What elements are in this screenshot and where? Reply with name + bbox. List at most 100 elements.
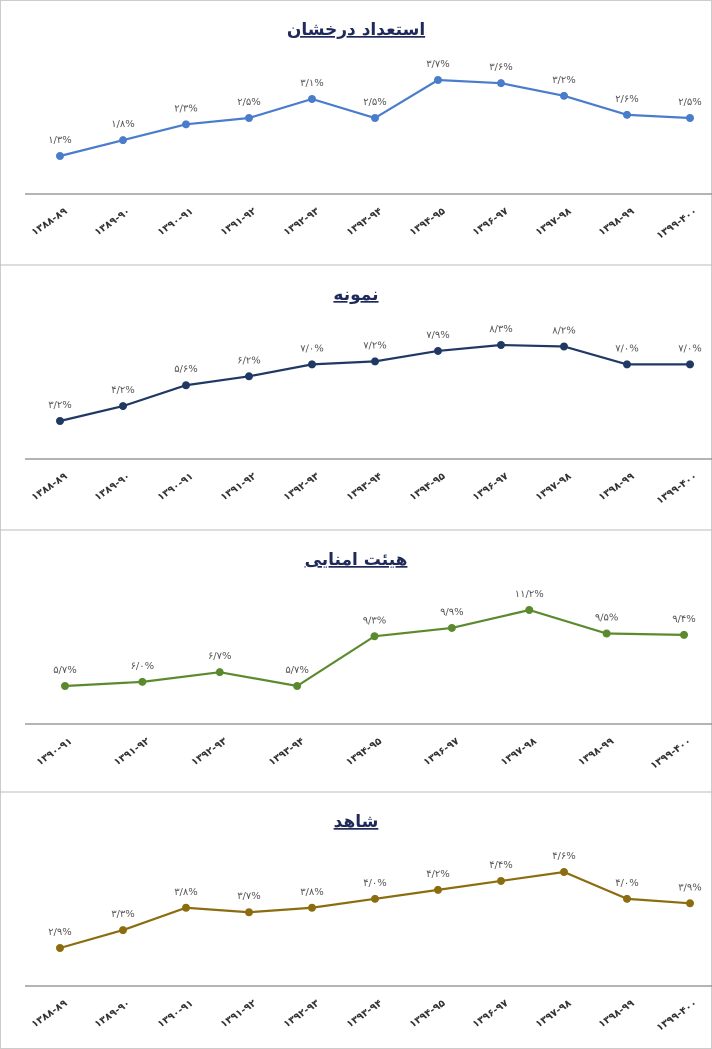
data-label: ۲/۵% (363, 97, 387, 108)
x-tick-label: ۱۳۸۸-۸۹ (30, 471, 70, 503)
x-tick-label: ۱۳۹۸-۹۹ (597, 206, 637, 238)
x-tick-label: ۱۳۹۰-۹۱ (156, 206, 196, 238)
data-label: ۱۱/۲% (515, 589, 544, 600)
point (308, 95, 316, 103)
point (623, 110, 631, 119)
data-label: ۲/۳% (174, 103, 198, 114)
data-label: ۹/۵% (595, 612, 619, 623)
data-label: ۳/۲% (48, 400, 72, 411)
x-tick-label: ۱۳۹۳-۹۴ (267, 736, 307, 768)
x-tick-label: ۱۳۹۱-۹۲ (219, 471, 259, 503)
chart-title: نمونه (333, 285, 378, 305)
data-label: ۴/۲% (426, 869, 450, 880)
point (434, 346, 442, 355)
point (138, 677, 147, 686)
point (371, 357, 379, 366)
data-label: ۷/۹% (426, 330, 450, 341)
data-label: ۷/۰% (678, 343, 702, 354)
point (602, 629, 611, 638)
point (497, 341, 505, 349)
x-tick-label: ۱۳۹۲-۹۳ (282, 206, 322, 238)
data-label: ۲/۹% (48, 927, 72, 938)
data-label: ۸/۲% (552, 325, 576, 336)
data-label: ۶/۲% (237, 355, 261, 366)
data-label: ۲/۵% (237, 97, 261, 108)
point (560, 342, 568, 351)
x-tick-label: ۱۳۹۷-۹۸ (499, 736, 539, 768)
point (215, 668, 224, 677)
x-tick-label: ۱۳۹۳-۹۴ (345, 471, 385, 503)
data-label: ۴/۴% (489, 860, 513, 871)
chart-title: هیئت امنایی (305, 550, 408, 570)
data-label: ۳/۲% (552, 75, 576, 86)
x-tick-label: ۱۳۹۸-۹۹ (597, 998, 637, 1030)
point (371, 894, 379, 903)
point (447, 623, 456, 632)
data-label: ۳/۳% (111, 909, 135, 920)
data-label: ۲/۶% (615, 94, 639, 105)
data-label: ۹/۹% (440, 607, 464, 618)
x-tick-label: ۱۳۹۱-۹۲ (219, 206, 259, 238)
x-tick-label: ۱۳۹۰-۹۱ (156, 998, 196, 1030)
point (525, 606, 534, 614)
x-tick-label: ۱۳۹۶-۹۷ (471, 206, 511, 238)
x-tick-label: ۱۳۹۰-۹۱ (35, 736, 75, 768)
x-tick-label: ۱۳۹۳-۹۴ (345, 206, 385, 238)
point (308, 903, 316, 912)
x-tick-label: ۱۳۹۹-۴۰۰ (655, 206, 700, 242)
data-label: ۲/۵% (678, 97, 702, 108)
x-tick-label: ۱۳۹۶-۹۷ (422, 736, 462, 768)
chart-title: استعداد درخشان (287, 20, 425, 40)
x-tick-label: ۱۳۹۲-۹۳ (189, 736, 229, 768)
point (686, 114, 694, 122)
data-label: ۷/۲% (363, 340, 387, 351)
x-tick-label: ۱۳۹۲-۹۳ (282, 998, 322, 1030)
point (623, 894, 631, 903)
line (59, 343, 690, 423)
point (56, 417, 64, 425)
point (434, 76, 442, 84)
point (293, 682, 302, 690)
point (680, 630, 688, 639)
point (182, 381, 190, 390)
x-tick-label: ۱۳۹۶-۹۷ (471, 471, 511, 503)
x-tick-label: ۱۳۸۹-۹۰ (93, 471, 133, 503)
point (245, 114, 253, 122)
x-tick-label: ۱۳۸۸-۸۹ (30, 206, 70, 238)
point (56, 944, 64, 952)
data-label: ۳/۱% (300, 78, 324, 89)
point (119, 402, 127, 411)
x-tick-label: ۱۳۹۴-۹۵ (408, 471, 448, 503)
data-label: ۱/۸% (111, 119, 135, 130)
point (308, 360, 316, 369)
data-label: ۵/۷% (285, 665, 309, 676)
point (434, 885, 442, 894)
x-tick-label: ۱۳۹۱-۹۲ (112, 736, 152, 768)
point (497, 79, 505, 88)
x-tick-label: ۱۳۹۴-۹۵ (408, 206, 448, 238)
data-label: ۳/۹% (678, 882, 702, 893)
data-label: ۸/۳% (489, 324, 513, 335)
point (245, 908, 253, 917)
data-label: ۳/۷% (426, 59, 450, 70)
data-label: ۷/۰% (615, 343, 639, 354)
x-tick-label: ۱۳۹۲-۹۳ (282, 471, 322, 503)
point (56, 152, 64, 160)
data-label: ۱/۳% (48, 135, 72, 146)
x-tick-label: ۱۳۹۱-۹۲ (219, 998, 259, 1030)
point (119, 136, 127, 145)
x-tick-label: ۱۳۸۸-۸۹ (30, 998, 70, 1030)
data-label: ۳/۸% (174, 887, 198, 898)
x-tick-label: ۱۳۹۸-۹۹ (597, 471, 637, 503)
data-label: ۶/۰% (131, 661, 155, 672)
point (245, 372, 253, 381)
x-tick-label: ۱۳۹۷-۹۸ (534, 471, 574, 503)
x-tick-label: ۱۳۹۹-۴۰۰ (649, 736, 694, 772)
point (370, 632, 379, 641)
x-tick-label: ۱۳۹۴-۹۵ (344, 736, 384, 768)
data-label: ۹/۴% (672, 614, 696, 625)
point (686, 899, 694, 908)
point (371, 114, 379, 122)
